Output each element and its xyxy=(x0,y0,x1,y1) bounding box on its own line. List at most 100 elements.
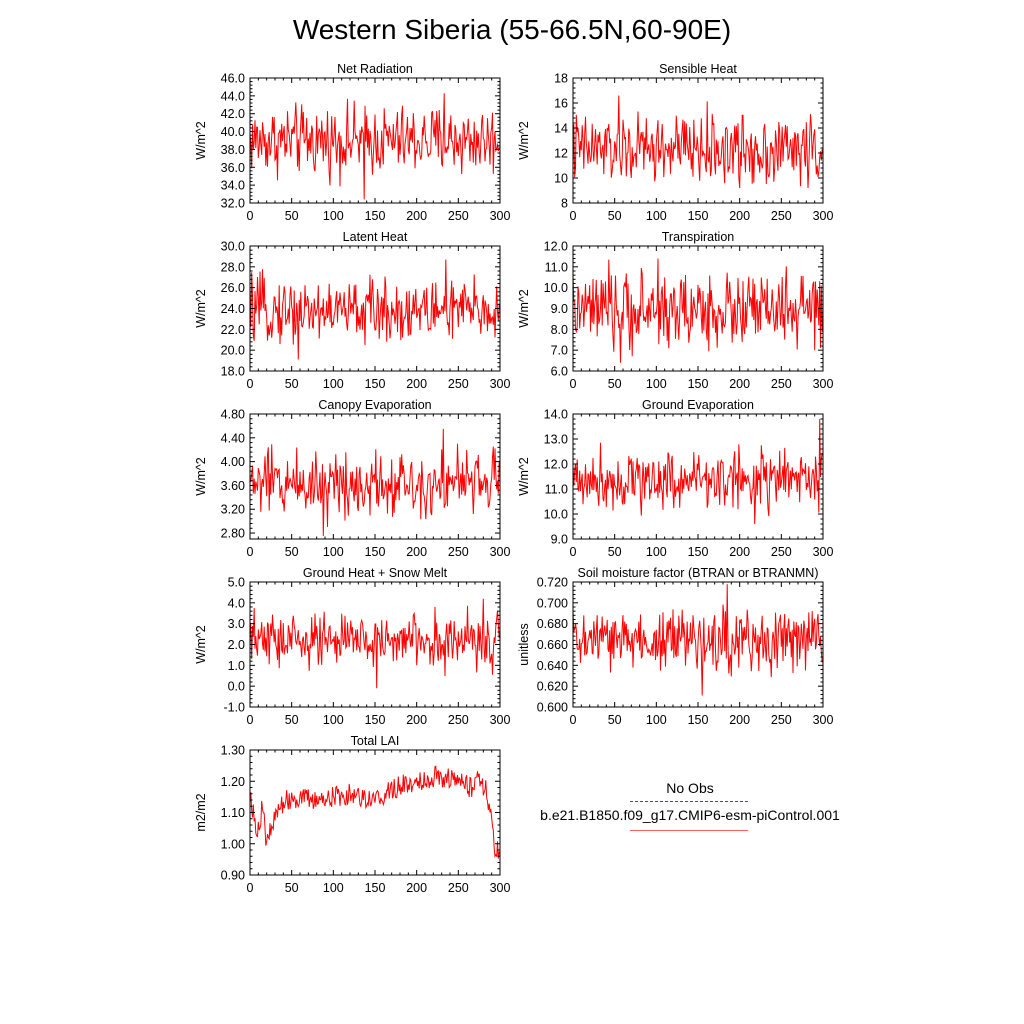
y-tick-label: 40.0 xyxy=(221,125,245,139)
panel-1: Sensible Heat W/m^2 0 50 100 150 200 250 300 8 10 1… xyxy=(517,62,833,223)
y-tick-label: 42.0 xyxy=(221,107,245,121)
y-tick-label: 36.0 xyxy=(221,161,245,175)
x-tick-label: 100 xyxy=(323,209,344,223)
y-tick-label: 26.0 xyxy=(221,281,245,295)
y-tick-label: 0.640 xyxy=(537,659,568,673)
x-tick-label: 200 xyxy=(729,209,750,223)
x-tick-label: 0 xyxy=(570,713,577,727)
legend: No Obs b.e21.B1850.f09_g17.CMIP6-esm-piC… xyxy=(500,780,900,850)
panel-4: Canopy Evaporation W/m^2 0 50 100 150 200 250 30… xyxy=(194,398,510,559)
series-line xyxy=(249,765,500,859)
y-tick-label: 0.720 xyxy=(537,576,568,590)
panel-title: Transpiration xyxy=(662,230,735,244)
series-line xyxy=(249,259,500,360)
y-tick-label: 4.80 xyxy=(221,408,245,422)
series-line xyxy=(249,598,500,689)
y-tick-label: 32.0 xyxy=(221,197,245,211)
y-tick-label: 3.20 xyxy=(221,503,245,517)
x-tick-label: 0 xyxy=(247,545,254,559)
y-tick-label: 14.0 xyxy=(544,408,568,422)
x-tick-label: 250 xyxy=(771,377,792,391)
x-tick-label: 0 xyxy=(247,377,254,391)
x-tick-label: 0 xyxy=(570,545,577,559)
x-tick-label: 100 xyxy=(323,545,344,559)
legend-label-model: b.e21.B1850.f09_g17.CMIP6-esm-piControl.… xyxy=(540,807,840,823)
y-tick-label: 0.700 xyxy=(537,596,568,610)
series-line xyxy=(572,258,823,363)
x-tick-label: 50 xyxy=(608,713,622,727)
panel-title: Soil moisture factor (BTRAN or BTRANMN) xyxy=(577,566,818,580)
x-tick-label: 0 xyxy=(247,209,254,223)
y-tick-label: 12 xyxy=(554,147,568,161)
y-tick-label: 18.0 xyxy=(221,365,245,379)
y-tick-label: 24.0 xyxy=(221,302,245,316)
y-axis-label: W/m^2 xyxy=(194,457,208,496)
y-tick-label: 2.80 xyxy=(221,527,245,541)
x-tick-label: 200 xyxy=(729,545,750,559)
panel-8: Total LAI m2/m2 0 50 100 150 200 250 300 0.90 1.00… xyxy=(194,734,510,895)
y-tick-label: 0.660 xyxy=(537,638,568,652)
y-axis-label: W/m^2 xyxy=(194,625,208,664)
y-tick-label: 44.0 xyxy=(221,89,245,103)
y-tick-label: 11.0 xyxy=(545,260,568,274)
x-tick-label: 0 xyxy=(247,713,254,727)
x-tick-label: 250 xyxy=(448,713,469,727)
y-tick-label: 0.0 xyxy=(228,680,245,694)
y-tick-label: 16 xyxy=(554,97,568,111)
legend-line-no-obs xyxy=(630,801,748,802)
x-tick-label: 250 xyxy=(771,713,792,727)
y-tick-label: 11.0 xyxy=(545,483,568,497)
legend-label-no-obs: No Obs xyxy=(666,780,714,796)
y-tick-label: 10.0 xyxy=(544,508,568,522)
x-tick-label: 200 xyxy=(729,377,750,391)
x-tick-label: 150 xyxy=(365,713,386,727)
panel-0: Net Radiation W/m^2 0 50 100 150 200 250 300 32.0… xyxy=(194,62,510,223)
series-line xyxy=(249,428,500,537)
x-tick-label: 100 xyxy=(323,881,344,895)
y-axis-label: W/m^2 xyxy=(194,289,208,328)
panel-3: Transpiration W/m^2 0 50 100 150 200 250 300 6.0 7… xyxy=(517,230,833,391)
x-tick-label: 250 xyxy=(771,545,792,559)
panel-7: Soil moisture factor (BTRAN or BTRANMN) u… xyxy=(517,566,833,727)
series-line xyxy=(249,93,500,200)
y-tick-label: -1.0 xyxy=(223,701,245,715)
y-tick-label: 8 xyxy=(561,197,568,211)
x-tick-label: 200 xyxy=(406,881,427,895)
y-tick-label: 4.00 xyxy=(221,455,245,469)
x-tick-label: 300 xyxy=(813,545,834,559)
x-tick-label: 200 xyxy=(729,713,750,727)
y-tick-label: 0.90 xyxy=(221,869,245,883)
x-tick-label: 150 xyxy=(688,377,709,391)
x-tick-label: 300 xyxy=(490,377,511,391)
y-tick-label: 8.0 xyxy=(551,323,568,337)
y-axis-label: W/m^2 xyxy=(194,121,208,160)
x-tick-label: 300 xyxy=(490,881,511,895)
x-tick-label: 300 xyxy=(813,209,834,223)
legend-line-model xyxy=(630,830,748,831)
y-tick-label: 12.0 xyxy=(544,240,568,254)
y-tick-label: 9.0 xyxy=(551,533,568,547)
y-axis-label: W/m^2 xyxy=(517,121,531,160)
series-line xyxy=(572,584,823,696)
y-tick-label: 1.10 xyxy=(221,806,245,820)
y-tick-label: 13.0 xyxy=(544,433,568,447)
y-tick-label: 1.00 xyxy=(221,837,245,851)
y-tick-label: 28.0 xyxy=(221,260,245,274)
x-tick-label: 150 xyxy=(365,209,386,223)
x-tick-label: 300 xyxy=(490,545,511,559)
y-tick-label: 6.0 xyxy=(551,365,568,379)
x-tick-label: 300 xyxy=(813,377,834,391)
y-tick-label: 30.0 xyxy=(221,240,245,254)
x-tick-label: 250 xyxy=(448,377,469,391)
x-tick-label: 150 xyxy=(688,209,709,223)
y-tick-label: 34.0 xyxy=(221,179,245,193)
y-tick-label: 12.0 xyxy=(544,458,568,472)
y-tick-label: 22.0 xyxy=(221,323,245,337)
panel-title: Ground Evaporation xyxy=(642,398,754,412)
y-tick-label: 4.0 xyxy=(228,596,245,610)
y-tick-label: 10 xyxy=(554,172,568,186)
y-tick-label: 46.0 xyxy=(221,72,245,86)
y-tick-label: 4.40 xyxy=(221,431,245,445)
y-tick-label: 7.0 xyxy=(551,344,568,358)
y-tick-label: 10.0 xyxy=(544,281,568,295)
